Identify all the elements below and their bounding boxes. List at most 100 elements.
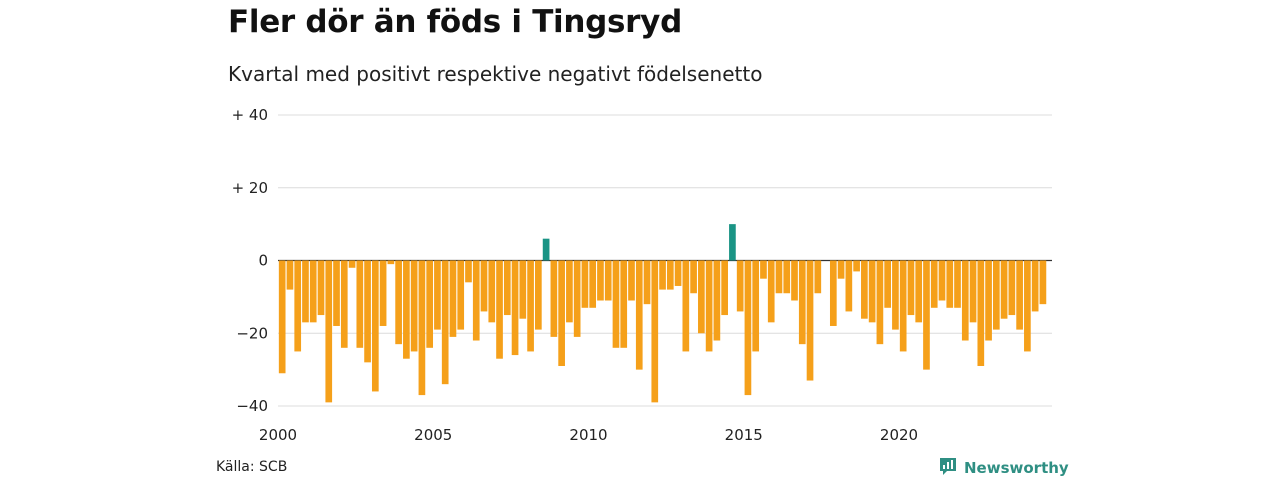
bar [1039,260,1047,305]
bar [604,260,612,301]
bar [721,260,728,316]
bar [1024,260,1031,352]
bar [985,260,992,341]
bar [317,260,325,316]
bar [814,260,822,294]
bar [1008,260,1016,316]
bar [930,260,938,308]
bar [752,260,760,352]
bar [892,260,899,330]
bar [845,260,853,312]
bar [278,260,286,374]
y-tick-label: −40 [236,397,268,415]
bar [457,260,465,330]
bar [643,260,651,305]
bar [612,260,620,348]
bar [340,260,348,348]
y-tick-label: 0 [258,252,268,270]
bar [635,260,643,370]
bar [829,260,837,326]
bar [535,260,542,330]
bar [1000,260,1008,319]
bar [302,260,309,323]
bar [760,260,767,279]
brand-logo[interactable]: Newsworthy [938,456,1069,480]
bar [371,260,379,392]
x-tick-label: 2020 [880,426,918,444]
bar [410,260,418,352]
bar [969,260,977,323]
bar [325,260,333,403]
brand-name: Newsworthy [964,459,1069,477]
source-note: Källa: SCB [216,459,288,475]
bar [899,260,907,352]
bar [977,260,985,366]
chart-subtitle: Kvartal med positivt respektive negativt… [228,62,763,86]
bar [449,260,457,337]
bar [729,224,736,261]
bar [713,260,721,341]
bar [946,260,954,308]
x-tick-label: 2005 [414,426,452,444]
newsworthy-logo-icon [938,456,958,480]
bar [434,260,441,330]
bar [488,260,496,323]
bar [418,260,426,396]
bar [783,260,791,294]
bar [791,260,798,301]
bar [651,260,659,403]
bar [705,260,713,352]
bar [837,260,845,279]
bar [736,260,744,312]
bar [441,260,449,385]
bar [923,260,930,370]
y-tick-label: + 20 [232,179,268,197]
bars [278,224,1047,403]
bar [356,260,364,348]
bar [480,260,488,312]
bar [659,260,666,290]
bar [519,260,527,319]
bar [1031,260,1039,312]
bar [348,260,356,268]
bar [581,260,589,308]
bar [573,260,581,337]
bar [628,260,635,301]
bar [387,260,395,265]
bar [798,260,806,345]
bar [868,260,876,323]
bar [682,260,690,352]
bar [744,260,752,396]
bar [907,260,915,316]
x-tick-label: 2000 [259,426,297,444]
bar [403,260,410,359]
bar [876,260,884,345]
bar [566,260,573,323]
bar [333,260,340,326]
x-tick-label: 2010 [569,426,607,444]
bar [620,260,628,348]
bar [961,260,969,341]
x-tick-label: 2015 [725,426,763,444]
bar [992,260,1000,330]
bar [690,260,697,294]
bar [426,260,434,348]
bar [286,260,294,290]
bar [938,260,946,301]
chart-title: Fler dör än föds i Tingsryd [228,4,682,40]
bar [558,260,565,366]
bar [364,260,371,363]
bar [511,260,519,356]
axes: + 40 + 20 0 −20 −40 2000 2005 2010 2015 2020 [232,106,919,444]
bar [465,260,472,283]
bar [853,260,860,272]
bar [954,260,961,308]
bar [472,260,480,341]
bar [1016,260,1023,330]
bar [589,260,597,308]
bar [861,260,868,319]
y-tick-label: −20 [236,324,268,342]
bar [597,260,604,301]
bar [395,260,402,345]
